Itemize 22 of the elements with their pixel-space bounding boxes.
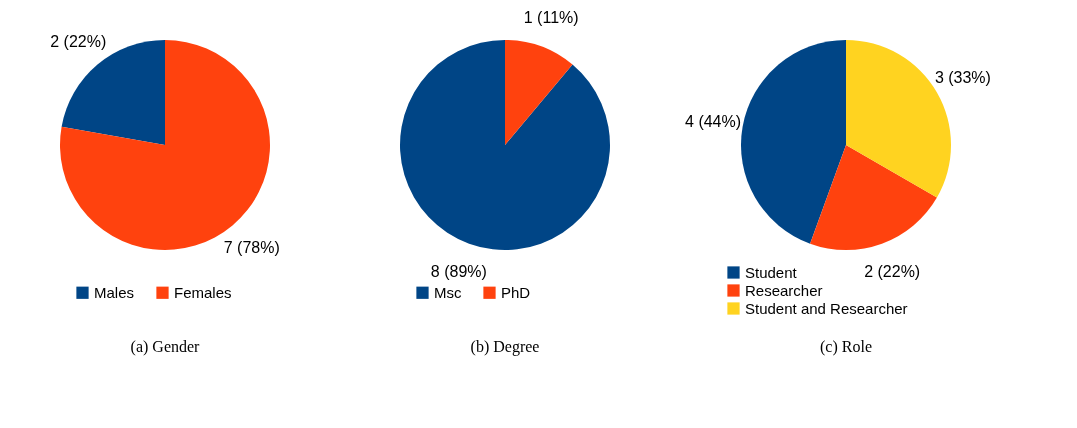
pie-slice: [846, 40, 951, 198]
text: (c) Role: [820, 338, 872, 356]
data-label: 1 (11%): [523, 9, 579, 27]
pie-slice: [505, 40, 573, 145]
data-label: 4 (44%): [685, 112, 742, 130]
data-label: 2 (22%): [864, 262, 921, 280]
legend-label: PhD: [501, 283, 531, 301]
pie-slice: [810, 145, 937, 250]
text: (a) Gender: [130, 338, 201, 356]
legend-label: Researcher: [745, 281, 823, 299]
data-label: 8 (89%): [430, 262, 487, 280]
data-label: 3 (33%): [934, 68, 991, 86]
pie-slice: [400, 40, 610, 250]
legend-label: Student: [745, 263, 798, 281]
legend-label: Msc: [434, 283, 462, 301]
pie-slice: [741, 40, 846, 244]
legend-label: Student and Researcher: [745, 299, 908, 317]
text: (b) Degree: [470, 338, 540, 356]
data-label: 2 (22%): [50, 32, 107, 50]
legend-label: Females: [174, 283, 232, 301]
legend-label: Males: [94, 283, 135, 301]
data-label: 7 (78%): [223, 239, 280, 257]
